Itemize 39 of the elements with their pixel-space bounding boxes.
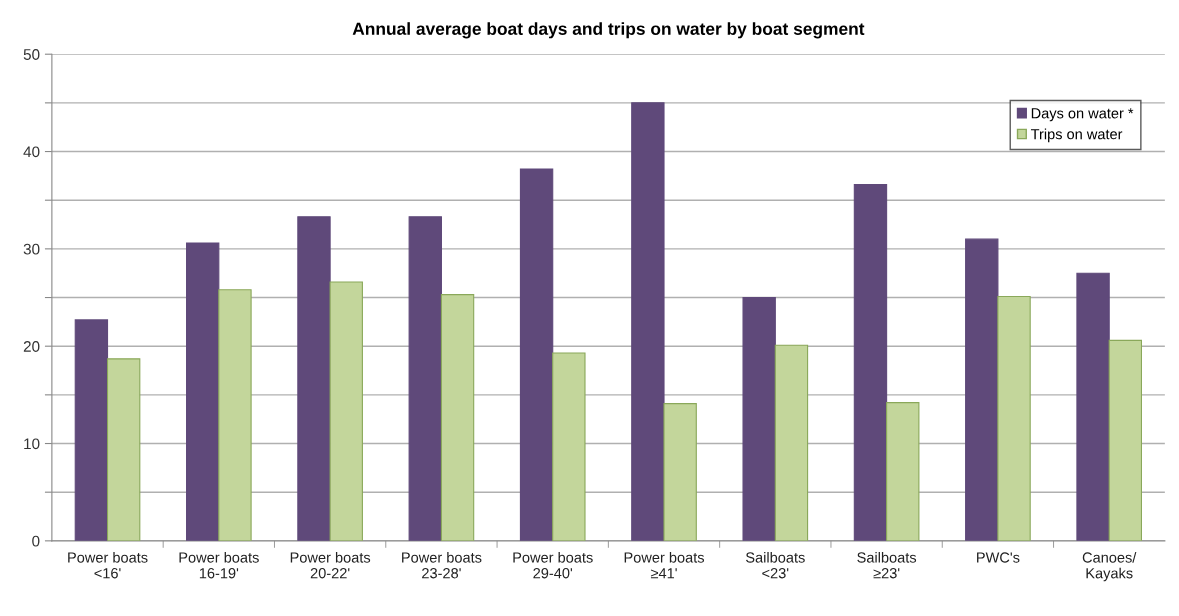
- bar: [185, 242, 220, 541]
- x-tick-label: Canoes/ Kayaks: [1082, 551, 1137, 582]
- x-tick-label: Power boats 20-22': [290, 551, 371, 579]
- x-tick-label: Sailboats ≥23': [857, 551, 917, 579]
- bar: [440, 294, 475, 541]
- bar: [329, 281, 363, 541]
- bar: [106, 358, 141, 541]
- legend-label: Days on water *: [1031, 108, 1134, 122]
- bar: [74, 319, 109, 541]
- bar: [853, 184, 888, 541]
- bar: [297, 216, 331, 541]
- y-tick-label: 50: [23, 49, 40, 60]
- y-tick-label: 30: [23, 243, 40, 255]
- y-tick-label: 20: [23, 341, 40, 352]
- bar: [218, 289, 252, 541]
- x-tick-label: PWC's: [977, 552, 1020, 563]
- bar: [1076, 272, 1110, 541]
- bar: [552, 352, 586, 541]
- bar: [774, 344, 809, 541]
- bar: [408, 216, 442, 541]
- bar: [965, 238, 999, 541]
- x-tick-label: Power boats 29-40': [513, 551, 593, 579]
- y-tick-label: 40: [23, 146, 40, 158]
- bar: [997, 295, 1031, 541]
- bar: [663, 403, 697, 541]
- x-tick-label: Power boats 16-19': [179, 551, 259, 579]
- x-tick-label: Sailboats <23': [745, 551, 805, 579]
- y-tick-label: 0: [32, 535, 40, 547]
- bar: [519, 168, 554, 541]
- x-tick-label: Power boats ≥41': [624, 551, 705, 579]
- chart-title: Annual average boat days and trips on water by boat segment: [352, 22, 865, 39]
- bar: [631, 102, 665, 541]
- bar: [742, 296, 776, 541]
- bar: [886, 402, 920, 541]
- bar: [1108, 339, 1143, 541]
- legend-label: Trips on water: [1030, 128, 1123, 143]
- x-tick-label: Power boats <16': [68, 551, 148, 579]
- y-tick-label: 10: [24, 438, 40, 450]
- x-tick-label: Power boats 23-28': [402, 551, 482, 579]
